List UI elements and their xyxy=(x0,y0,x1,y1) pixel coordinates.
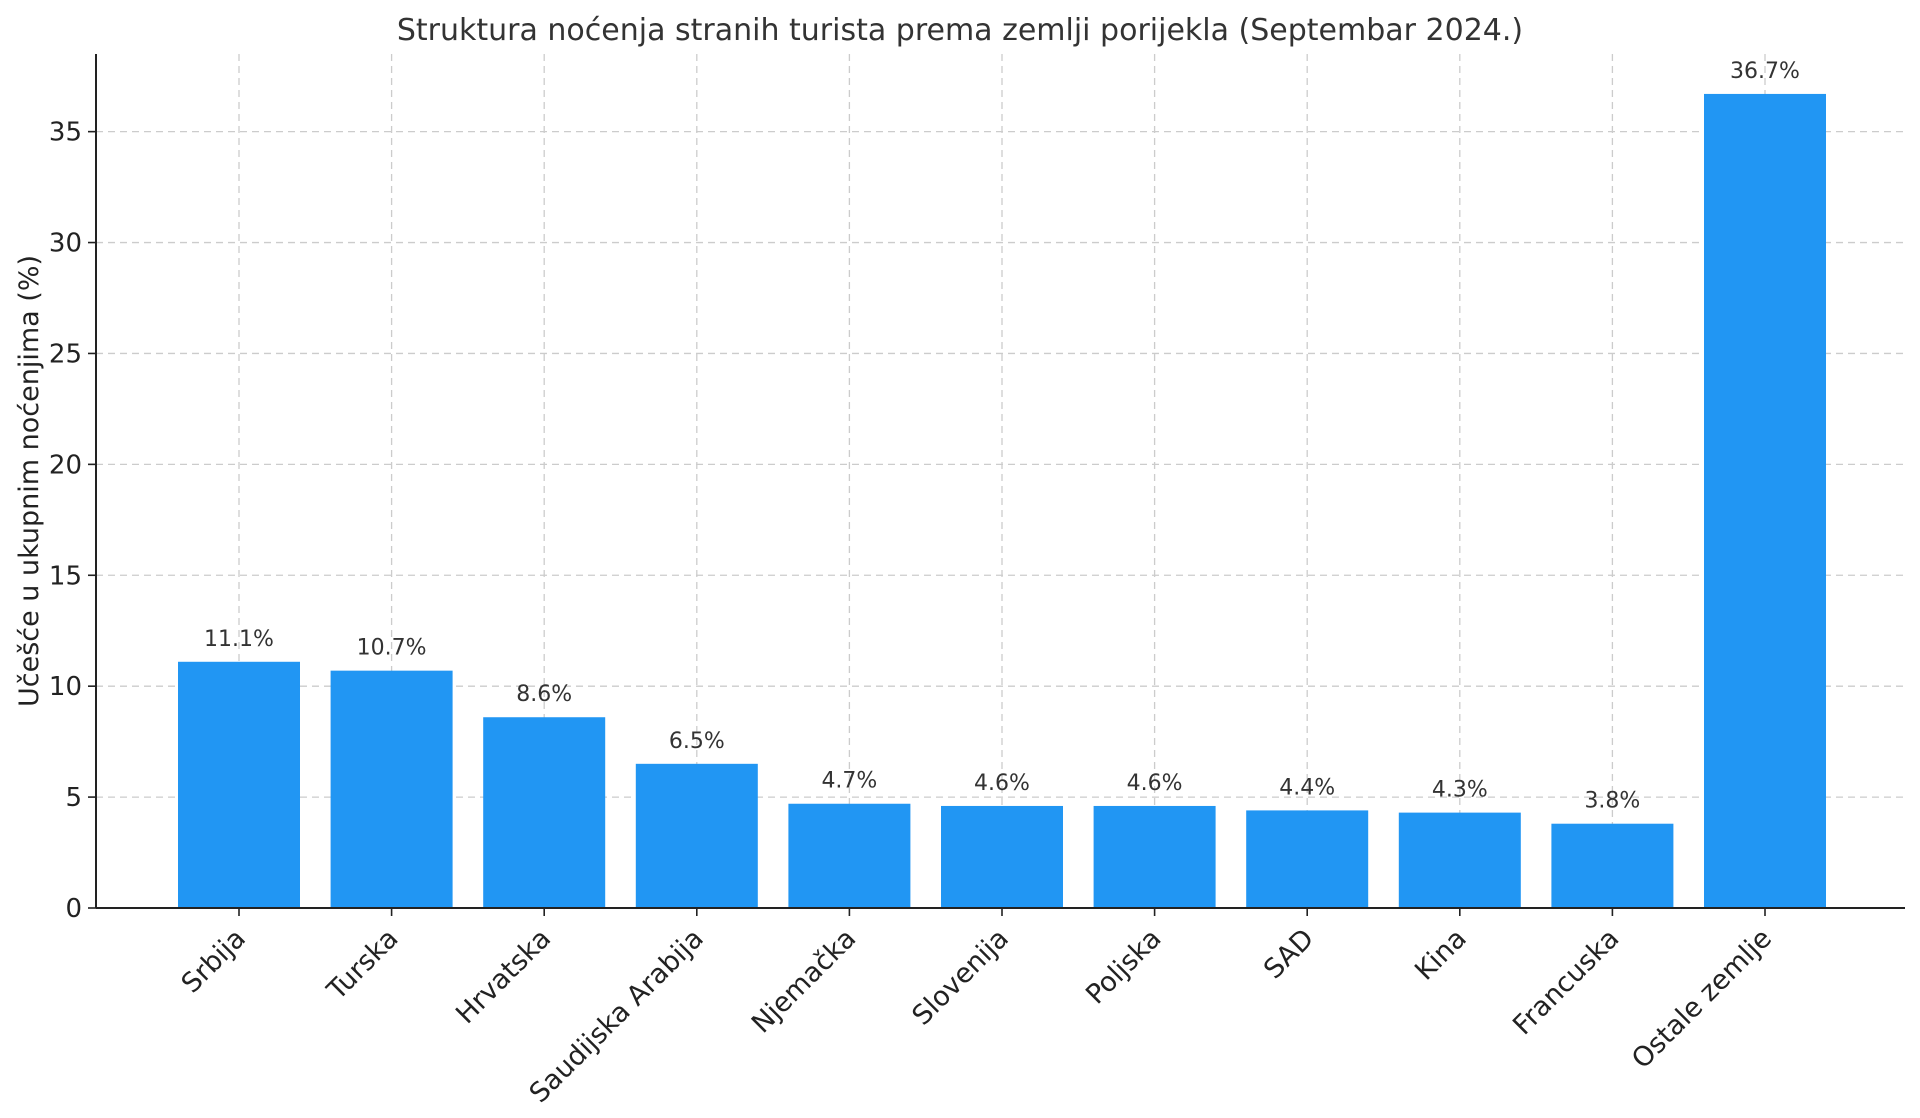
y-tick-label: 20 xyxy=(49,450,82,480)
y-tick-label: 35 xyxy=(49,118,82,148)
y-tick-label: 25 xyxy=(49,339,82,369)
x-tick-label: Njemačka xyxy=(746,923,862,1039)
data-label: 4.3% xyxy=(1432,778,1488,803)
data-label: 4.7% xyxy=(821,769,877,794)
data-label: 10.7% xyxy=(357,636,427,661)
bar-poljska xyxy=(1093,805,1216,908)
y-axis-label: Učešće u ukupnim noćenjima (%) xyxy=(14,255,45,707)
y-tick-label: 30 xyxy=(49,229,82,259)
bar-hrvatska xyxy=(483,717,606,908)
bars xyxy=(178,93,1826,909)
bar-srbija xyxy=(178,661,300,908)
x-tick-label: SAD xyxy=(1258,923,1320,985)
bar-njemačka xyxy=(788,803,911,908)
chart-title: Struktura noćenja stranih turista prema … xyxy=(397,13,1523,48)
x-tick-label: Saudijska Arabija xyxy=(524,923,710,1109)
data-label: 4.6% xyxy=(1127,771,1183,796)
bar-turska xyxy=(330,670,453,908)
data-label: 36.7% xyxy=(1730,59,1800,84)
data-label: 3.8% xyxy=(1584,789,1640,814)
x-tick-label: Francuska xyxy=(1507,923,1625,1041)
bar-slovenija xyxy=(941,805,1063,908)
bar-francuska xyxy=(1551,823,1674,908)
y-tick-label: 15 xyxy=(49,561,82,591)
x-tick-label: Slovenija xyxy=(906,923,1014,1031)
x-tick-label: Ostale zemlje xyxy=(1626,923,1778,1075)
x-tick-label: Turska xyxy=(321,923,405,1007)
data-label: 4.4% xyxy=(1279,775,1335,800)
x-tick-label: Srbija xyxy=(176,923,252,999)
bar-sad xyxy=(1246,810,1369,908)
y-tick-label: 10 xyxy=(49,672,82,702)
data-label: 6.5% xyxy=(669,729,725,754)
x-tick-label: Poljska xyxy=(1080,923,1167,1010)
data-labels: 11.1% 10.7% 8.6% 6.5% 4.7% 4.6% 4.6% 4.4% 4.3% 3.… xyxy=(204,59,1800,814)
bar-ostale-zemlje xyxy=(1704,93,1826,909)
y-tick-label: 0 xyxy=(65,894,82,924)
bar-kina xyxy=(1398,812,1521,908)
data-label: 11.1% xyxy=(204,627,274,652)
bar-saudijska-arabija xyxy=(635,763,758,908)
x-tick-label: Kina xyxy=(1409,923,1473,987)
x-tick-label: Hrvatska xyxy=(450,923,557,1030)
y-ticks: 0 5 10 15 20 25 30 35 xyxy=(49,118,96,924)
y-tick-label: 5 xyxy=(65,783,82,813)
axes xyxy=(95,54,1905,909)
data-label: 8.6% xyxy=(516,682,572,707)
data-label: 4.6% xyxy=(974,771,1030,796)
